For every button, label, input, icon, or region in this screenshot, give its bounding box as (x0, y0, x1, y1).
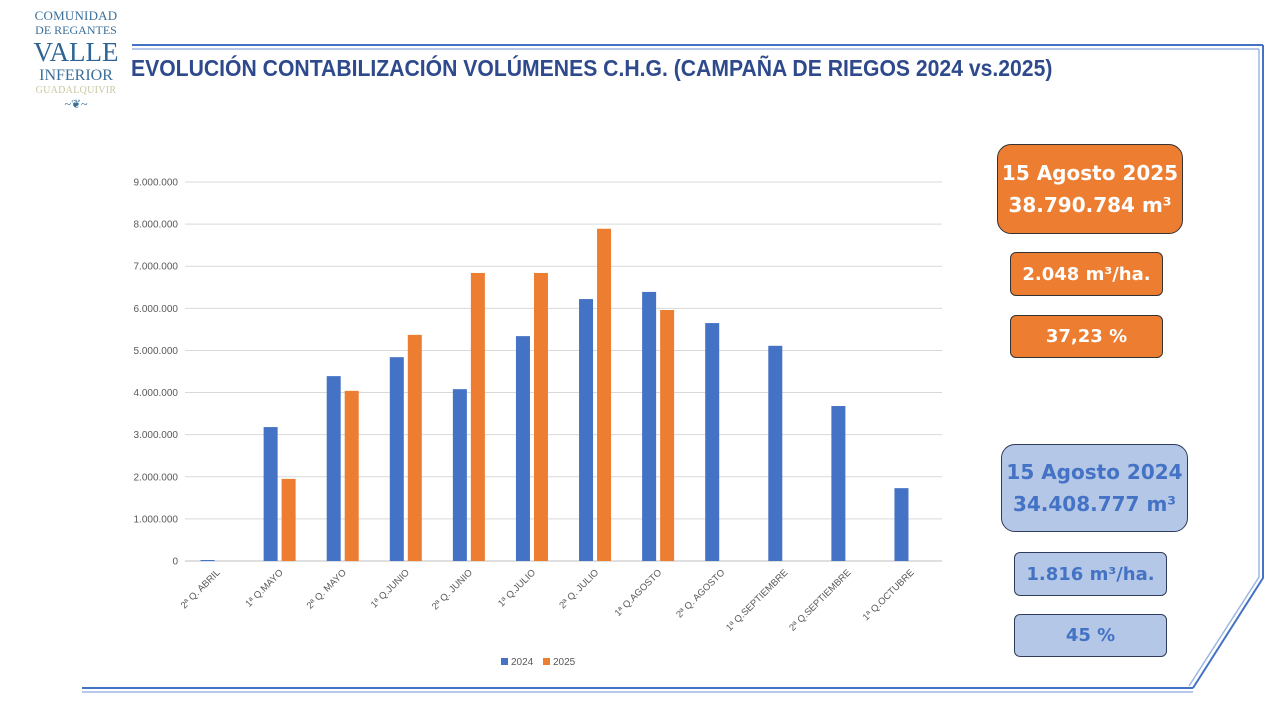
bar-2025 (533, 272, 548, 561)
y-tick-label: 5.000.000 (134, 346, 179, 357)
ornament-icon: ~❦~ (64, 97, 88, 111)
summary-2024-total: 15 Agosto 2024 34.408.777 m³ (1001, 444, 1188, 532)
summary-date: 15 Agosto 2025 (1001, 161, 1179, 185)
bar-2025 (470, 272, 485, 561)
y-tick-label: 1.000.000 (134, 514, 179, 525)
logo-line: INFERIOR (39, 67, 113, 84)
y-tick-label: 7.000.000 (134, 262, 179, 273)
x-tick-label: 2ª Q. JULIO (557, 567, 601, 611)
y-tick-label: 0 (172, 557, 178, 568)
logo-line: DE REGANTES (35, 23, 117, 37)
page-title: EVOLUCIÓN CONTABILIZACIÓN VOLÚMENES C.H.… (131, 55, 1053, 81)
summary-2025-per-ha: 2.048 m³/ha. (1010, 252, 1163, 296)
bar-chart: 0 1.000.000 2.000.000 3.000.000 4.000.000 5.0… (134, 178, 942, 668)
logo-line: GUADALQUIVIR (35, 85, 117, 96)
x-tick-label: 1ª Q.MAYO (243, 567, 285, 609)
x-tick-label: 2ª Q. MAYO (305, 567, 349, 611)
bar-2024 (452, 389, 467, 561)
bar-2024 (579, 299, 594, 561)
summary-date: 15 Agosto 2024 (1006, 460, 1183, 484)
bar-2025 (344, 390, 359, 561)
x-tick-label: 2ª Q.SEPTIEMBRE (787, 567, 853, 633)
y-tick-label: 2.000.000 (134, 472, 179, 483)
bar-2025 (660, 310, 675, 561)
x-tick-label: 1ª Q.SEPTIEMBRE (724, 567, 790, 633)
y-tick-label: 9.000.000 (134, 178, 179, 189)
bar-2024 (894, 488, 909, 561)
bar-2024 (326, 376, 341, 561)
y-tick-label: 4.000.000 (134, 388, 179, 399)
x-tick-label: 1ª Q.AGOSTO (613, 567, 665, 619)
summary-2025-percent: 37,23 % (1010, 315, 1163, 358)
x-tick-label: 1ª Q.OCTUBRE (861, 567, 917, 623)
bar-2025 (281, 478, 296, 561)
x-tick-label: 2ª Q. AGOSTO (674, 567, 727, 620)
legend-swatch-2025 (543, 658, 550, 665)
x-tick-label: 1ª Q.JULIO (496, 567, 538, 609)
bar-2024 (389, 357, 404, 561)
summary-2024-per-ha: 1.816 m³/ha. (1014, 552, 1167, 596)
legend-swatch-2024 (501, 658, 508, 665)
bar-2024 (200, 560, 215, 561)
summary-volume: 34.408.777 m³ (1012, 492, 1177, 516)
bar-2024 (263, 427, 278, 561)
x-tick-label: 2ª Q. ABRIL (179, 567, 223, 611)
bar-2024 (831, 406, 846, 561)
legend-label: 2025 (553, 657, 576, 668)
bar-2024 (515, 336, 530, 561)
summary-volume: 38.790.784 m³ (1008, 193, 1172, 217)
y-tick-label: 3.000.000 (134, 430, 179, 441)
legend-label: 2024 (511, 657, 534, 668)
x-tick-label: 1ª Q.JUNIO (369, 567, 412, 610)
bar-2025 (597, 228, 612, 561)
bar-2024 (642, 291, 657, 561)
x-tick-label: 2ª Q. JUNIO (430, 567, 475, 612)
logo: COMUNIDAD DE REGANTES VALLE INFERIOR GUA… (26, 8, 126, 111)
bar-2024 (768, 345, 783, 561)
logo-line: VALLE (33, 37, 119, 67)
bar-2025 (407, 334, 422, 561)
y-tick-label: 6.000.000 (134, 304, 179, 315)
summary-2025-total: 15 Agosto 2025 38.790.784 m³ (997, 144, 1183, 234)
logo-line: COMUNIDAD (34, 8, 118, 23)
summary-2024-percent: 45 % (1014, 614, 1167, 657)
bar-2024 (705, 323, 720, 561)
y-tick-label: 8.000.000 (134, 220, 179, 231)
